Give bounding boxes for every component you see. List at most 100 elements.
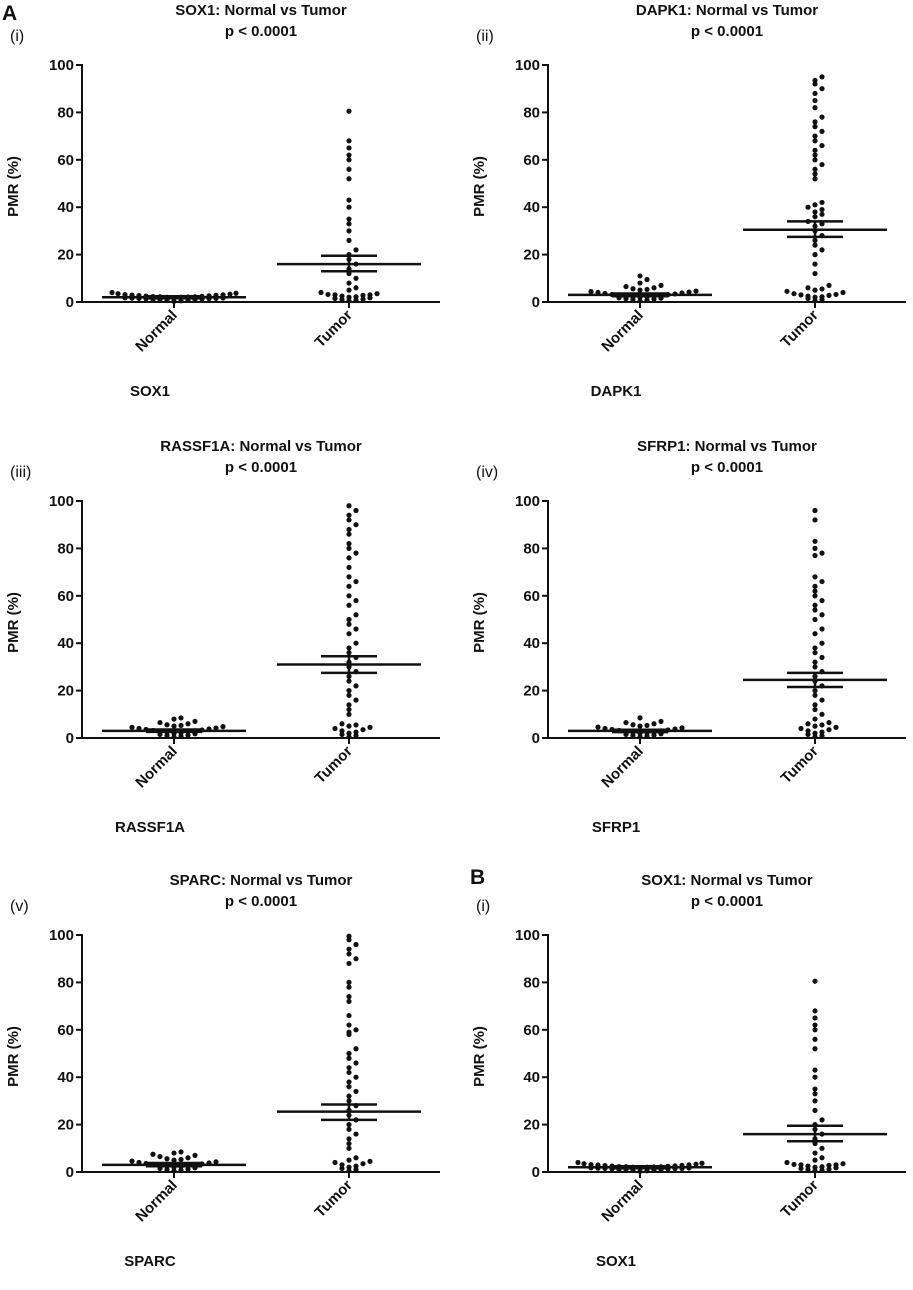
x-axis-label: SFRP1 <box>592 819 640 836</box>
panel-label: (i) <box>10 28 24 45</box>
data-point <box>353 722 359 728</box>
x-tick-label: Tumor <box>778 743 822 787</box>
data-point <box>819 733 825 739</box>
x-tick-label: Normal <box>132 743 181 792</box>
chart-subtitle: p < 0.0001 <box>225 459 297 476</box>
data-point <box>637 273 643 279</box>
data-point <box>346 645 352 651</box>
data-point <box>805 731 811 738</box>
data-point <box>812 1008 818 1014</box>
data-point <box>346 1157 352 1163</box>
data-point <box>812 209 818 215</box>
x-tick-label: Normal <box>132 307 181 356</box>
data-point <box>812 105 818 111</box>
chart-panel-sox1: SOX1: Normal vs Tumor p < 0.0001 (i) 0 20 40 6… <box>0 0 440 420</box>
data-point <box>812 1098 818 1104</box>
data-point <box>367 1158 373 1164</box>
data-point <box>325 291 331 298</box>
data-point <box>360 296 366 302</box>
data-point <box>819 711 825 717</box>
data-point <box>353 1163 359 1169</box>
y-axis-label: PMR (%) <box>5 592 22 653</box>
y-tick-label: 0 <box>66 1164 74 1181</box>
data-point <box>346 1126 352 1132</box>
data-point <box>805 721 811 727</box>
data-point <box>346 621 352 627</box>
data-point <box>346 145 352 151</box>
data-point <box>588 288 594 295</box>
data-point <box>115 291 121 297</box>
data-point <box>353 285 359 291</box>
data-point <box>346 673 352 679</box>
data-point <box>819 1164 825 1170</box>
panel-label: (ii) <box>476 28 494 45</box>
y-tick-label: 40 <box>57 199 74 216</box>
x-axis-label: SOX1 <box>130 383 170 400</box>
data-point <box>637 287 643 293</box>
data-point <box>353 697 359 703</box>
data-point <box>346 616 352 623</box>
y-tick-label: 0 <box>532 1164 540 1181</box>
data-point <box>812 688 818 694</box>
x-axis-label: RASSF1A <box>115 819 185 836</box>
data-point <box>353 941 359 948</box>
data-point <box>346 1136 352 1142</box>
data-point <box>353 247 359 253</box>
y-tick-label: 80 <box>57 974 74 991</box>
data-point <box>812 287 818 293</box>
y-tick-label: 60 <box>57 588 74 605</box>
data-point <box>346 678 352 684</box>
data-point <box>332 295 338 302</box>
data-point <box>812 166 818 172</box>
y-tick-label: 0 <box>532 294 540 311</box>
data-point <box>812 607 818 613</box>
data-point <box>220 724 226 730</box>
data-point <box>346 216 352 222</box>
data-point <box>346 564 352 570</box>
data-point <box>346 960 352 967</box>
data-point <box>346 228 352 234</box>
data-point <box>826 1162 832 1168</box>
data-point <box>339 1165 345 1172</box>
data-point <box>178 1149 184 1155</box>
x-tick-label: Tumor <box>312 1177 356 1221</box>
data-point <box>644 286 650 293</box>
data-point <box>812 261 818 267</box>
data-point <box>346 1050 352 1057</box>
data-point <box>346 287 352 293</box>
data-point <box>812 171 818 177</box>
y-tick-label: 80 <box>523 540 540 557</box>
data-point <box>346 650 352 656</box>
y-tick-label: 80 <box>57 104 74 121</box>
data-point <box>339 293 345 299</box>
y-tick-label: 40 <box>57 635 74 652</box>
data-point <box>346 1029 352 1035</box>
data-point <box>346 294 352 300</box>
data-point <box>353 1060 359 1066</box>
data-point <box>819 211 825 217</box>
data-point <box>826 727 832 733</box>
data-point <box>346 1079 352 1085</box>
data-point <box>812 545 818 551</box>
chart-subtitle: p < 0.0001 <box>691 893 763 910</box>
data-point <box>346 157 352 163</box>
data-point <box>374 291 380 297</box>
data-point <box>353 626 359 632</box>
data-point <box>346 574 352 580</box>
data-point <box>227 291 233 297</box>
x-tick-label: Tumor <box>312 307 356 351</box>
data-point <box>346 1093 352 1099</box>
data-point <box>346 711 352 717</box>
data-point <box>819 206 825 213</box>
data-point <box>185 1155 191 1161</box>
data-point <box>339 1162 345 1168</box>
data-point <box>819 142 825 149</box>
data-point <box>784 288 790 294</box>
data-point <box>693 1161 699 1167</box>
y-tick-label: 100 <box>49 927 74 944</box>
data-point <box>819 1145 825 1151</box>
data-point <box>805 285 811 291</box>
data-point <box>819 294 825 300</box>
data-point <box>346 197 352 203</box>
data-point <box>353 597 359 604</box>
